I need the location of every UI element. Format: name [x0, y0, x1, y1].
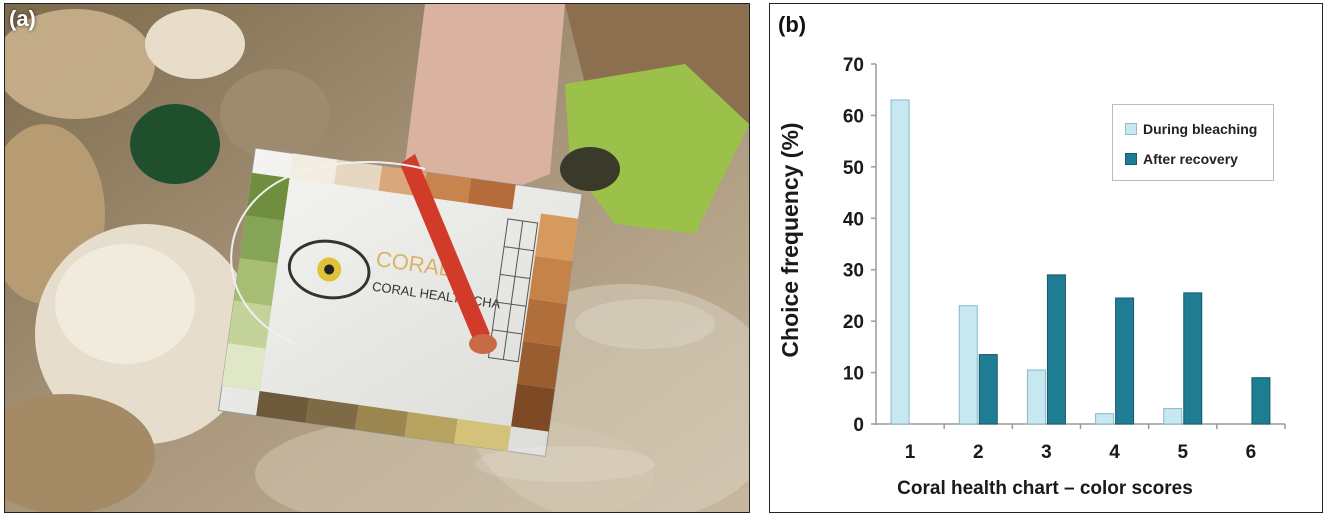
bar-chart: 0 10 20 30 40 50 60 70 1 2 3 4 5 6 Choice frequency (…: [777, 55, 1286, 499]
chart-bars: [890, 99, 1271, 425]
legend-swatch-after-recovery: [1125, 153, 1137, 165]
y-tick-label: 70: [843, 55, 864, 76]
bar-during-bleaching-1: [890, 99, 910, 425]
bar-after-recovery-3: [1046, 274, 1066, 425]
bar-after-recovery-6: [1251, 377, 1271, 425]
legend-item-after-recovery: After recovery: [1125, 151, 1238, 167]
y-tick-label: 30: [843, 261, 864, 282]
chart-panel: (b) 0 10 20 30 40 50 60 70 1 2 3 4 5 6 Choice frequen…: [769, 3, 1323, 513]
bar-after-recovery-5: [1183, 292, 1203, 425]
y-axis-label: Choice frequency (%): [777, 122, 803, 357]
legend-label-during-bleaching: During bleaching: [1143, 121, 1258, 137]
x-axis-label: Coral health chart – color scores: [897, 478, 1193, 499]
x-tick-label: 1: [905, 442, 916, 463]
bar-during-bleaching-2: [958, 305, 978, 425]
x-tick-label: 4: [1109, 442, 1120, 463]
bar-after-recovery-4: [1115, 297, 1135, 425]
panel-a-label: (a): [9, 6, 36, 31]
bar-during-bleaching-3: [1026, 369, 1046, 425]
y-tick-label: 60: [843, 106, 864, 127]
x-tick-label: 2: [973, 442, 984, 463]
y-tick-label: 10: [843, 364, 864, 385]
chart-ticks: 0 10 20 30 40 50 60 70 1 2 3 4 5 6: [843, 55, 1286, 463]
bar-during-bleaching-5: [1163, 408, 1183, 425]
photo-panel: (a): [4, 3, 750, 513]
y-tick-label: 0: [853, 415, 864, 436]
coral-photo: CORAL CORAL HEALTH CHA: [5, 4, 749, 512]
y-tick-label: 50: [843, 158, 864, 179]
panel-b-label: (b): [778, 12, 807, 37]
bar-after-recovery-2: [978, 354, 998, 425]
chart-legend: During bleaching After recovery: [1112, 104, 1274, 181]
x-tick-label: 3: [1041, 442, 1052, 463]
bar-during-bleaching-4: [1095, 413, 1115, 425]
legend-swatch-during-bleaching: [1125, 123, 1137, 135]
x-tick-label: 6: [1246, 442, 1257, 463]
legend-item-during-bleaching: During bleaching: [1125, 121, 1257, 137]
y-tick-label: 20: [843, 312, 864, 333]
y-tick-label: 40: [843, 209, 864, 230]
x-tick-label: 5: [1177, 442, 1188, 463]
legend-label-after-recovery: After recovery: [1143, 151, 1238, 167]
